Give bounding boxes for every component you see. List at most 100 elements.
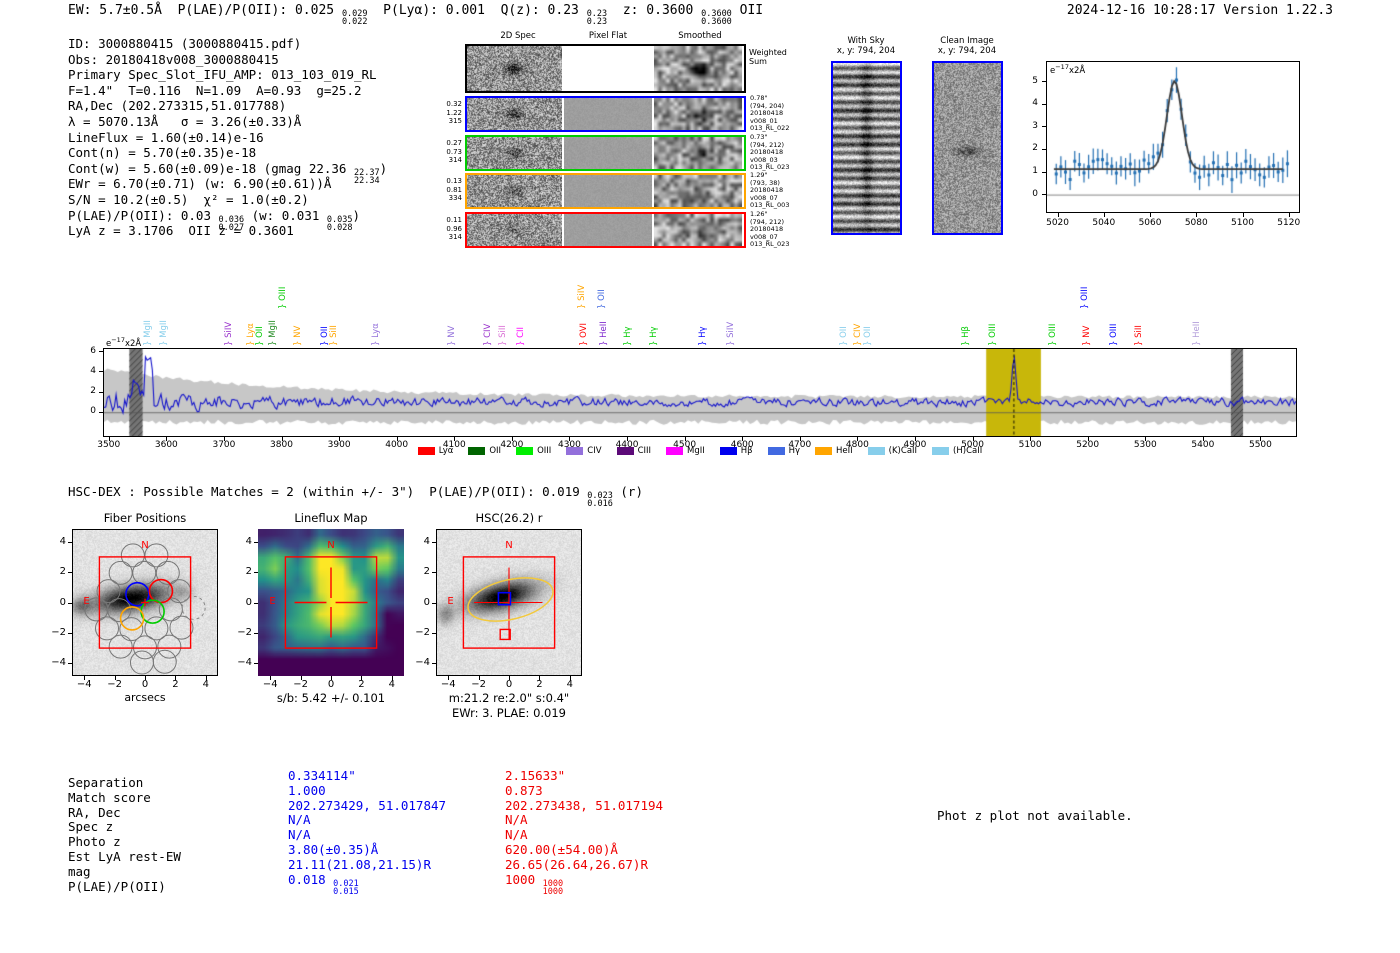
- match-value-secondary: 1000 1000 1000: [505, 871, 564, 897]
- smoothed-image: [654, 46, 742, 91]
- report-datetime-version: 2024-12-16 10:28:17 Version 1.22.3: [1066, 3, 1333, 18]
- legend-item-CIV: CIV: [566, 446, 602, 456]
- legend-swatch: [666, 447, 684, 455]
- info-line-9: EWr = 6.70(±0.71) (w: 6.90(±0.61))Å: [68, 176, 332, 192]
- line-label-text: } HeII: [1191, 321, 1202, 346]
- legend-label: OIII: [537, 446, 552, 456]
- line-label-text: } OIII: [1047, 323, 1058, 346]
- units-exponent: −17: [111, 336, 125, 344]
- stacked-uncertainty: 0.021 0.015: [333, 878, 359, 897]
- line-label-text: } Hγ: [622, 326, 633, 346]
- clean-image-image: [934, 63, 1001, 233]
- legend-swatch: [767, 447, 785, 455]
- hsc-ytick: −4: [415, 657, 430, 669]
- clean-image-title-text: Clean Image: [940, 36, 994, 46]
- fiber_positions-xtick: −2: [107, 679, 122, 690]
- catalog-match-box-red: [499, 628, 511, 641]
- spectrum-xtick: 4100: [442, 440, 466, 450]
- spectrum-xtick: 3800: [270, 440, 293, 450]
- hsc-ytick: 0: [423, 596, 430, 608]
- pixel-flat-image: [564, 98, 652, 130]
- match-value-secondary: 0.873: [505, 782, 543, 798]
- legend-item-OII: OII: [468, 446, 501, 456]
- match-row-label: mag: [68, 863, 91, 879]
- north-label: N: [327, 540, 334, 551]
- line-label-text: } MgII: [142, 320, 153, 346]
- north-label: N: [141, 540, 148, 551]
- zoomplot-xtick: 5080: [1184, 218, 1208, 228]
- spectrum-xtick: 4400: [615, 440, 639, 450]
- hsc-xtick: −2: [471, 679, 486, 690]
- legend-swatch: [616, 447, 634, 455]
- hsc-caption-1: m:21.2 re:2.0" s:0.4": [448, 691, 570, 705]
- spectrum-xtick: 4900: [903, 440, 927, 450]
- fiber_positions-xtick: −4: [76, 679, 92, 690]
- extract-aperture-box: [462, 556, 556, 649]
- fiber_positions-ytick: −2: [51, 626, 66, 638]
- stacked-uncertainty: 0.029 0.022: [341, 9, 368, 27]
- line-label-text: } SiII: [1134, 325, 1145, 346]
- east-label: E: [83, 596, 89, 607]
- match-value-secondary: 620.00(±54.00)Å: [505, 842, 618, 857]
- line-label-text: } Hγ: [648, 326, 659, 346]
- line-label-text: } OII: [596, 289, 607, 309]
- hsc-xtick: 4: [566, 679, 573, 690]
- full-spectrum-plot: [104, 349, 1296, 436]
- line-label-text: } OVI: [579, 323, 589, 346]
- smoothed-image: [654, 214, 742, 246]
- match-row-label: Spec z: [68, 819, 114, 835]
- line-label-text: } OII: [254, 326, 265, 346]
- zoomplot-ytick: 0: [1032, 188, 1038, 199]
- spec2d-image: [467, 175, 562, 207]
- match-value-primary: 3.80(±0.35)Å: [288, 842, 379, 857]
- legend-label: HeII: [836, 446, 853, 456]
- hsc-xtick: −4: [440, 679, 456, 690]
- legend-label: Hβ: [740, 446, 753, 456]
- zoomplot-xtick: 5040: [1092, 218, 1116, 228]
- stacked-uncertainty: 0.3600 0.3600: [701, 9, 732, 27]
- line-label-text: } MgII: [268, 320, 279, 346]
- spectrum-xtick: 5200: [1076, 440, 1100, 450]
- legend-item-MgII: MgII: [666, 446, 705, 456]
- fiber-positions-overlay: NE: [83, 540, 206, 675]
- match-value-secondary: N/A: [505, 812, 528, 828]
- spec2d-fiber-row-1: [465, 135, 746, 171]
- units-rest: x2Å: [1068, 65, 1086, 76]
- spectrum-xtick: 3500: [97, 440, 121, 450]
- hsc-xtick: 0: [505, 679, 513, 690]
- east-label: E: [269, 596, 275, 607]
- east-label: E: [447, 596, 453, 607]
- fiber-circle: [133, 635, 157, 660]
- fiber-circle: [144, 543, 169, 568]
- line-label-text: } Lyα: [371, 323, 382, 346]
- spec2d-row-weights-3: 0.11 0.96 314: [446, 216, 462, 241]
- with-sky-title: With Sky x, y: 794, 204: [816, 36, 916, 56]
- spectrum-ytick: 4: [90, 365, 96, 376]
- line-label-text: } Hγ: [697, 326, 708, 346]
- lineflux_map-xtick: −4: [262, 679, 278, 690]
- spectrum-ytick: 0: [90, 406, 96, 417]
- line-label-text: } OIII: [988, 323, 999, 346]
- fiber-circle: [107, 598, 132, 623]
- line-label-text: } SiII: [328, 325, 339, 346]
- line-label-text: } SiII: [497, 325, 508, 346]
- fiber-circle: [129, 650, 154, 675]
- legend-item-(H)CaII: (H)CaII: [932, 446, 982, 456]
- with-sky-coords: x, y: 794, 204: [836, 46, 896, 56]
- legend-label: CIV: [587, 446, 602, 456]
- units-mantissa: e: [1050, 65, 1056, 76]
- match-row-label: RA, Dec: [68, 804, 121, 820]
- info-line-2: Primary Spec_Slot_IFU_AMP: 013_103_019_R…: [68, 67, 377, 83]
- info-line-0: ID: 3000880415 (3000880415.pdf): [68, 36, 302, 51]
- fiber-circle: [144, 616, 169, 641]
- hsc-ytick: −2: [415, 626, 430, 638]
- match-value-primary: 202.273429, 51.017847: [288, 797, 447, 813]
- lineflux-map-title: Lineflux Map: [294, 511, 368, 525]
- spec2d-row-caption-3: 1.26" (794, 212) 20180418 v008_07 013_RL_023: [750, 210, 790, 249]
- spec2d-image: [467, 98, 562, 130]
- line-fit-plot-frame: [1046, 61, 1300, 213]
- match-value-primary: 1.000: [288, 782, 326, 798]
